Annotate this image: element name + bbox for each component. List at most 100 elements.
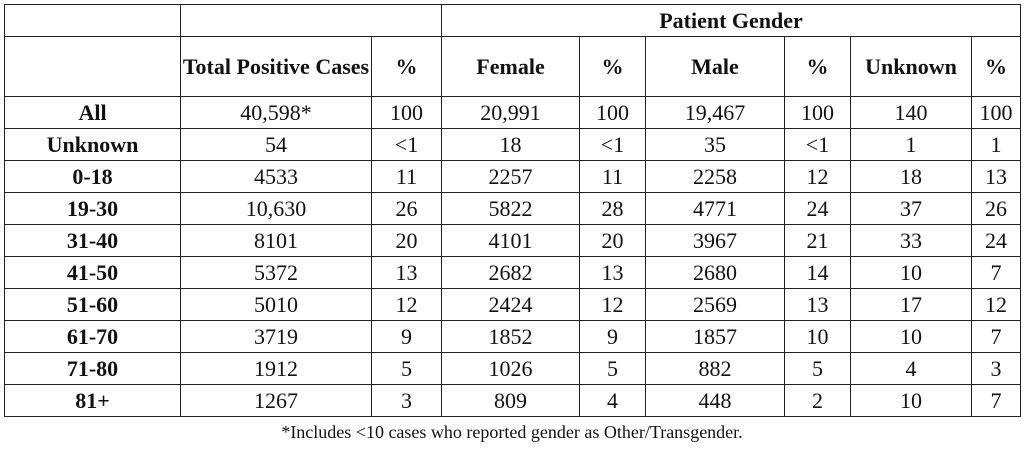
- col-header-percent: %: [371, 36, 442, 97]
- column-header-row: Total Positive Cases % Female % Male % U…: [4, 36, 1022, 97]
- table-cell: 8101: [180, 224, 372, 257]
- table-cell: 20: [371, 224, 442, 257]
- row-label: 41-50: [4, 256, 181, 289]
- table-cell: 17: [850, 288, 972, 321]
- table-cell: 26: [970, 192, 1022, 225]
- table-cell: 4: [850, 352, 972, 385]
- table-row: 0-18 4533 11 2257 11 2258 12 18 13: [4, 160, 1022, 193]
- row-label: All: [4, 96, 181, 129]
- table-cell: 2569: [645, 288, 785, 321]
- table-cell: 4101: [441, 224, 580, 257]
- table-cell: 14: [784, 256, 851, 289]
- col-header-male: Male: [645, 36, 785, 97]
- table-cell: 12: [970, 288, 1022, 321]
- table-cell: 5: [784, 352, 851, 385]
- table-row: All 40,598* 100 20,991 100 19,467 100 140 100: [4, 96, 1022, 129]
- table-cell: 4533: [180, 160, 372, 193]
- table-row: 81+ 1267 3 809 4 448 2 10 7: [4, 384, 1022, 417]
- footnote: *Includes <10 cases who reported gender …: [281, 422, 743, 442]
- table-cell: 11: [579, 160, 646, 193]
- table-row: Unknown 54 <1 18 <1 35 <1 1 1: [4, 128, 1022, 161]
- table-cell: 809: [441, 384, 580, 417]
- table-cell: 7: [970, 320, 1022, 353]
- table-cell: 7: [970, 384, 1022, 417]
- table-cell: 2257: [441, 160, 580, 193]
- table-cell: 5822: [441, 192, 580, 225]
- table-cell: 13: [784, 288, 851, 321]
- group-header-row: Patient Gender: [4, 4, 1022, 37]
- table-cell: 12: [784, 160, 851, 193]
- table-row: 71-80 1912 5 1026 5 882 5 4 3: [4, 352, 1022, 385]
- table-cell: <1: [371, 128, 442, 161]
- table-cell: 882: [645, 352, 785, 385]
- table-cell: 24: [784, 192, 851, 225]
- table-cell: 3967: [645, 224, 785, 257]
- row-label: 19-30: [4, 192, 181, 225]
- table-cell: 2682: [441, 256, 580, 289]
- col-header-percent: %: [579, 36, 646, 97]
- table-cell: 3: [970, 352, 1022, 385]
- table-cell: 3719: [180, 320, 372, 353]
- row-label: 81+: [4, 384, 181, 417]
- cases-by-age-gender-table: Patient Gender Total Positive Cases % Fe…: [4, 4, 1022, 417]
- table-row: 41-50 5372 13 2682 13 2680 14 10 7: [4, 256, 1022, 289]
- table-cell: 13: [970, 160, 1022, 193]
- row-label: 51-60: [4, 288, 181, 321]
- col-header-unknown: Unknown: [850, 36, 972, 97]
- table-cell: 2: [784, 384, 851, 417]
- table-cell: 12: [579, 288, 646, 321]
- table-cell: 1: [850, 128, 972, 161]
- table-cell: 18: [850, 160, 972, 193]
- col-header-percent: %: [970, 36, 1022, 97]
- row-label: Unknown: [4, 128, 181, 161]
- table-cell: 40,598*: [180, 96, 372, 129]
- col-header-total-positive-cases: Total Positive Cases: [180, 36, 372, 97]
- table-cell: 1852: [441, 320, 580, 353]
- table-cell: 7: [970, 256, 1022, 289]
- table-cell: 100: [579, 96, 646, 129]
- table-cell: 5372: [180, 256, 372, 289]
- table-cell: 12: [371, 288, 442, 321]
- col-header-female: Female: [441, 36, 580, 97]
- table-row: 61-70 3719 9 1852 9 1857 10 10 7: [4, 320, 1022, 353]
- table-cell: 20,991: [441, 96, 580, 129]
- table-cell: 5: [579, 352, 646, 385]
- row-label: 31-40: [4, 224, 181, 257]
- table-cell: 35: [645, 128, 785, 161]
- table-cell: 3: [371, 384, 442, 417]
- table-cell: <1: [784, 128, 851, 161]
- corner-empty-cell: [4, 36, 181, 97]
- table-cell: 26: [371, 192, 442, 225]
- table-cell: 2258: [645, 160, 785, 193]
- table-cell: 11: [371, 160, 442, 193]
- table-cell: 1857: [645, 320, 785, 353]
- table-cell: 33: [850, 224, 972, 257]
- table-cell: 21: [784, 224, 851, 257]
- corner-empty-cell: [4, 4, 181, 37]
- table-cell: 9: [579, 320, 646, 353]
- table-cell: 37: [850, 192, 972, 225]
- patient-gender-header: Patient Gender: [440, 4, 1022, 37]
- table-cell: 1: [970, 128, 1022, 161]
- table-row: 31-40 8101 20 4101 20 3967 21 33 24: [4, 224, 1022, 257]
- table-row: 19-30 10,630 26 5822 28 4771 24 37 26: [4, 192, 1022, 225]
- table-cell: 10: [850, 320, 972, 353]
- table-cell: 10: [850, 384, 972, 417]
- table-cell: 140: [850, 96, 972, 129]
- table-cell: <1: [579, 128, 646, 161]
- table-cell: 10: [784, 320, 851, 353]
- table-cell: 19,467: [645, 96, 785, 129]
- table-cell: 13: [371, 256, 442, 289]
- table-cell: 1026: [441, 352, 580, 385]
- col-header-percent: %: [784, 36, 851, 97]
- table-cell: 100: [371, 96, 442, 129]
- table-cell: 18: [441, 128, 580, 161]
- table-cell: 10: [850, 256, 972, 289]
- table-cell: 2424: [441, 288, 580, 321]
- table-cell: 9: [371, 320, 442, 353]
- empty-header-cell: [180, 4, 442, 37]
- table-cell: 4: [579, 384, 646, 417]
- table-cell: 448: [645, 384, 785, 417]
- table-cell: 13: [579, 256, 646, 289]
- table-cell: 2680: [645, 256, 785, 289]
